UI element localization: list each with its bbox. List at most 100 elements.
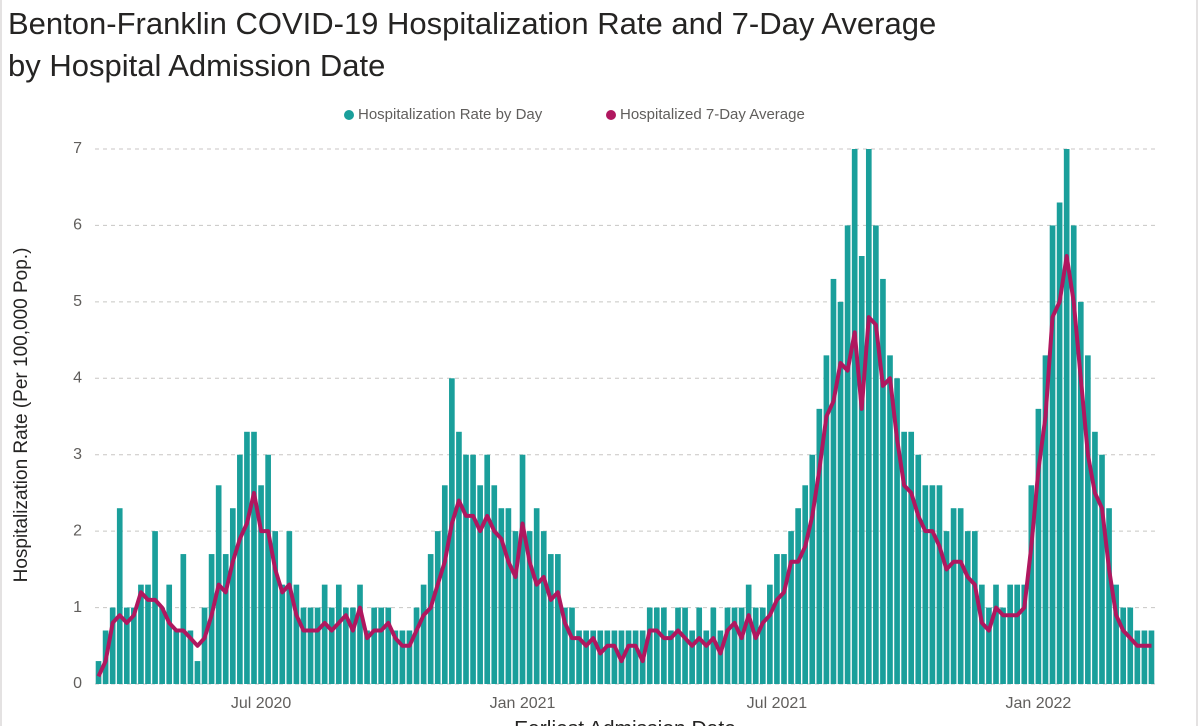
y-tick-label: 5 xyxy=(73,293,82,310)
bar xyxy=(802,485,809,684)
bar xyxy=(350,607,356,684)
bar xyxy=(887,355,893,684)
bar xyxy=(131,607,137,684)
bar xyxy=(562,607,568,684)
bar xyxy=(936,485,943,684)
bar xyxy=(526,531,533,684)
y-tick-label: 4 xyxy=(73,370,82,387)
x-axis-title: Earliest Admission Date xyxy=(514,718,736,726)
bar xyxy=(1014,584,1021,684)
bar xyxy=(894,378,900,684)
bar xyxy=(1000,607,1006,684)
bar xyxy=(957,508,964,684)
bar xyxy=(752,607,759,684)
bar xyxy=(293,584,300,684)
bar xyxy=(194,661,201,684)
bar xyxy=(1056,202,1063,684)
bar xyxy=(434,531,441,684)
bar xyxy=(420,584,427,684)
bar xyxy=(731,607,738,684)
bar xyxy=(1092,431,1098,684)
bar xyxy=(851,149,858,684)
chart-title: by Hospital Admission Date xyxy=(8,48,386,83)
bar xyxy=(1035,408,1042,684)
bar xyxy=(696,607,703,684)
bar xyxy=(576,630,582,684)
bar xyxy=(279,584,286,684)
bar xyxy=(653,607,660,684)
bar xyxy=(484,454,491,684)
bar xyxy=(399,630,406,684)
bar xyxy=(180,554,187,684)
bar xyxy=(1028,485,1035,684)
bar xyxy=(307,607,314,684)
bar xyxy=(251,431,257,684)
bar xyxy=(830,278,837,684)
bar xyxy=(837,301,844,684)
y-tick-label: 2 xyxy=(73,522,82,539)
bar xyxy=(668,630,674,684)
bar xyxy=(371,607,377,684)
y-tick-label: 7 xyxy=(73,140,82,157)
bar xyxy=(116,508,123,684)
bar xyxy=(816,408,823,684)
bar xyxy=(583,630,589,684)
x-tick-label: Jan 2021 xyxy=(490,695,556,712)
bar xyxy=(222,554,229,684)
bar xyxy=(555,554,561,684)
bar xyxy=(540,531,547,684)
bar xyxy=(427,554,434,684)
bar xyxy=(272,531,279,684)
bar xyxy=(392,630,399,684)
bar xyxy=(547,554,554,684)
bar xyxy=(237,454,243,684)
chart-title: Benton-Franklin COVID-19 Hospitalization… xyxy=(8,6,937,41)
bar xyxy=(901,431,907,684)
bar xyxy=(1141,630,1148,684)
bar xyxy=(477,485,483,684)
bar xyxy=(321,584,328,684)
legend-label: Hospitalization Rate by Day xyxy=(358,106,543,123)
legend-marker xyxy=(606,110,616,120)
bar xyxy=(745,584,752,684)
bar xyxy=(971,531,978,684)
bar xyxy=(569,607,575,684)
bar xyxy=(858,256,865,684)
bar xyxy=(1120,607,1127,684)
bar xyxy=(703,630,710,684)
bar xyxy=(993,584,999,684)
bar xyxy=(767,584,773,684)
bar xyxy=(328,607,335,684)
bar xyxy=(166,584,173,684)
bar xyxy=(470,454,476,684)
bar xyxy=(908,431,915,684)
bar xyxy=(512,531,519,684)
bar xyxy=(265,454,271,684)
bar xyxy=(1070,225,1077,684)
x-tick-label: Jul 2020 xyxy=(231,695,292,712)
legend-marker xyxy=(344,110,354,120)
bar xyxy=(1085,355,1091,684)
bar xyxy=(738,607,745,684)
bar xyxy=(406,630,413,684)
bar xyxy=(335,584,342,684)
bar xyxy=(880,278,886,684)
bar xyxy=(809,454,816,684)
bar xyxy=(286,531,293,684)
bar xyxy=(152,531,158,684)
bar xyxy=(646,607,653,684)
bar xyxy=(915,454,922,684)
bar xyxy=(1127,607,1134,684)
bar xyxy=(229,508,236,684)
bar xyxy=(413,607,420,684)
bar xyxy=(632,630,639,684)
bar xyxy=(1113,584,1119,684)
bar xyxy=(533,508,540,684)
bar xyxy=(625,630,632,684)
bar xyxy=(675,607,681,684)
bar xyxy=(378,607,385,684)
legend-label: Hospitalized 7-Day Average xyxy=(620,106,805,123)
y-tick-label: 3 xyxy=(73,446,82,463)
